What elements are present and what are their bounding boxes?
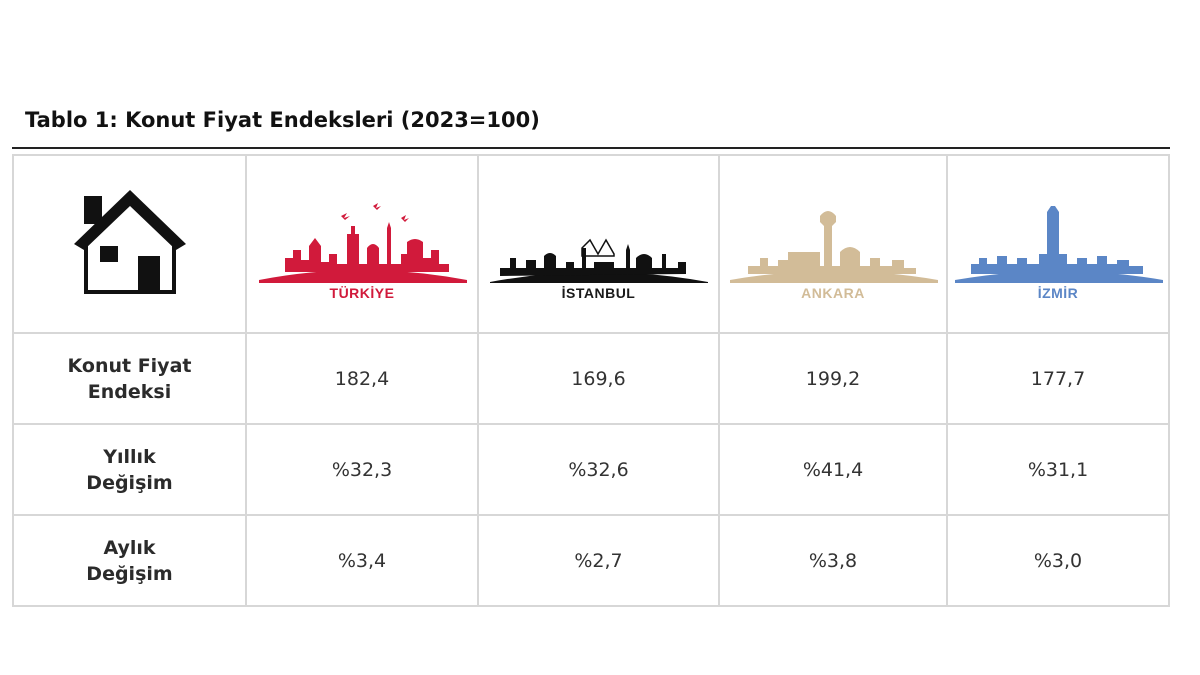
value-cell: %3,4 bbox=[245, 514, 479, 607]
row-label-monthly-change: Aylık Değişim bbox=[12, 514, 247, 607]
house-icon bbox=[73, 189, 186, 294]
table-row: Aylık Değişim %3,4 %2,7 %3,8 %3,0 bbox=[12, 514, 1170, 607]
row-label-line: Değişim bbox=[86, 471, 173, 494]
value-cell: %3,0 bbox=[946, 514, 1170, 607]
row-label-index: Konut Fiyat Endeksi bbox=[12, 332, 247, 425]
header-corner-cell bbox=[12, 154, 247, 334]
price-index-table: TÜRKİYE İSTANBUL ANKARA bbox=[12, 154, 1170, 607]
table-row: Yıllık Değişim %32,3 %32,6 %41,4 %31,1 bbox=[12, 423, 1170, 516]
column-header-istanbul: İSTANBUL bbox=[477, 154, 720, 334]
value-cell: 182,4 bbox=[245, 332, 479, 425]
row-label-line: Konut Fiyat bbox=[67, 354, 192, 377]
column-header-ankara: ANKARA bbox=[718, 154, 948, 334]
row-label-annual-change: Yıllık Değişim bbox=[12, 423, 247, 516]
value-cell: %32,6 bbox=[477, 423, 720, 516]
title-underline bbox=[12, 147, 1170, 149]
value-cell: %3,8 bbox=[718, 514, 948, 607]
value-cell: %2,7 bbox=[477, 514, 720, 607]
value-cell: 199,2 bbox=[718, 332, 948, 425]
column-header-turkiye: TÜRKİYE bbox=[245, 154, 479, 334]
column-header-izmir: İZMİR bbox=[946, 154, 1170, 334]
ankara-skyline-icon bbox=[729, 210, 938, 283]
turkiye-skyline-icon bbox=[258, 202, 467, 283]
row-label-line: Aylık bbox=[103, 536, 156, 559]
value-cell: 169,6 bbox=[477, 332, 720, 425]
city-name-izmir: İZMİR bbox=[1037, 284, 1079, 301]
header-row: TÜRKİYE İSTANBUL ANKARA bbox=[12, 154, 1170, 334]
city-name-istanbul: İSTANBUL bbox=[561, 284, 636, 301]
city-name-ankara: ANKARA bbox=[801, 284, 865, 301]
row-label-line: Yıllık bbox=[103, 445, 156, 468]
izmir-skyline-icon bbox=[954, 205, 1163, 283]
table-title: Tablo 1: Konut Fiyat Endeksleri (2023=10… bbox=[25, 108, 540, 132]
value-cell: 177,7 bbox=[946, 332, 1170, 425]
table-row: Konut Fiyat Endeksi 182,4 169,6 199,2 17… bbox=[12, 332, 1170, 425]
istanbul-skyline-icon bbox=[490, 237, 708, 283]
value-cell: %32,3 bbox=[245, 423, 479, 516]
row-label-line: Değişim bbox=[86, 562, 173, 585]
value-cell: %31,1 bbox=[946, 423, 1170, 516]
value-cell: %41,4 bbox=[718, 423, 948, 516]
city-name-turkiye: TÜRKİYE bbox=[329, 284, 395, 301]
row-label-line: Endeksi bbox=[87, 380, 172, 403]
